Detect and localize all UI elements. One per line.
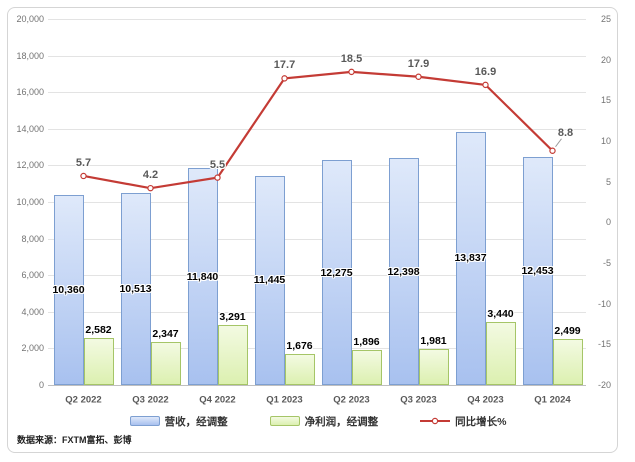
secondary-axis-tick-label: 0: [605, 217, 611, 228]
y-axis-tick-label: 6,000: [21, 270, 44, 281]
gridline: [48, 55, 586, 57]
bar-value-label: 1,981: [420, 334, 447, 347]
y-axis-tick-label: 4,000: [21, 306, 44, 317]
revenue-bar: [321, 160, 352, 385]
x-axis-label: Q4 2023: [467, 394, 504, 406]
y-axis-tick-label: 16,000: [16, 87, 44, 98]
y-axis-tick-label: 10,000: [16, 197, 44, 207]
x-axis-label: Q2 2022: [65, 394, 102, 406]
revenue-bar: [522, 157, 553, 385]
legend-label: 净利润，经调整: [304, 415, 379, 428]
net-profit-bar: [351, 350, 382, 385]
secondary-axis-tick-label: 5: [605, 176, 611, 187]
x-axis-label: Q3 2022: [132, 394, 169, 406]
net-profit-bar: [485, 322, 516, 385]
revenue-bar: [120, 192, 151, 385]
yoy-value-label: 17.9: [407, 57, 430, 70]
x-axis-label: Q1 2024: [534, 394, 571, 406]
secondary-axis-tick-label: 15: [600, 95, 611, 106]
yoy-value-label: 18.5: [340, 52, 363, 65]
revenue-bar: [53, 195, 84, 385]
chart-legend: 营收，经调整 净利润，经调整 同比增长%: [50, 412, 586, 430]
gridline: [48, 92, 586, 94]
gridline: [48, 202, 586, 203]
bar-value-label: 11,840: [186, 270, 219, 283]
y-axis-tick-label: 2,000: [21, 343, 44, 354]
bar-value-label: 10,513: [119, 282, 152, 295]
x-axis-label: Q3 2023: [400, 394, 437, 406]
legend-swatch-revenue: [129, 416, 160, 426]
bar-value-label: 12,275: [320, 266, 353, 279]
bar-value-label: 2,499: [554, 325, 581, 338]
bar-value-label: 1,676: [286, 340, 313, 353]
bar-value-label: 2,582: [85, 323, 112, 336]
bar-value-label: 1,896: [353, 336, 380, 349]
revenue-bar: [187, 168, 218, 385]
x-axis-label: Q2 2023: [333, 394, 370, 406]
x-axis-label: Q1 2023: [266, 394, 303, 406]
gridline: [48, 19, 586, 20]
bar-value-label: 13,837: [454, 252, 487, 265]
secondary-axis-tick-label: -20: [597, 380, 611, 390]
net-profit-bar: [284, 354, 315, 385]
net-profit-bar: [418, 348, 449, 385]
y-axis-tick-label: 8,000: [21, 233, 44, 244]
source-note: 数据来源：FXTM富拓、彭博: [17, 435, 132, 445]
y-axis-tick-label: 14,000: [16, 123, 44, 134]
bar-value-label: 2,347: [152, 328, 179, 341]
legend-item: 营收，经调整: [129, 414, 228, 429]
legend-swatch-net-profit: [269, 416, 300, 426]
gridline: [48, 348, 586, 350]
yoy-value-label: 4.2: [142, 169, 159, 182]
yoy-value-label: 5.7: [75, 156, 92, 169]
gridline: [48, 275, 586, 277]
bar-value-label: 10,360: [52, 284, 85, 297]
bar-value-label: 12,398: [387, 265, 420, 278]
secondary-axis-tick-label: -10: [597, 298, 611, 309]
gridline: [48, 128, 586, 130]
revenue-bar: [388, 158, 419, 385]
secondary-axis-tick-label: 20: [600, 54, 611, 65]
yoy-value-label: 17.7: [273, 59, 296, 72]
gridline: [48, 165, 586, 167]
secondary-axis-tick-label: 25: [600, 14, 611, 24]
y-axis-tick-label: 12,000: [16, 160, 44, 171]
y-axis-tick-label: 0: [38, 380, 44, 390]
y-axis-tick-label: 20,000: [16, 14, 44, 24]
revenue-bar: [254, 175, 285, 385]
secondary-axis-tick-label: -15: [597, 339, 611, 350]
gridline: [48, 311, 586, 313]
secondary-axis-tick-label: 10: [600, 136, 611, 146]
bar-value-label: 11,445: [253, 274, 286, 287]
net-profit-bar: [217, 324, 248, 385]
gridline: [48, 238, 586, 240]
legend-item: 净利润，经调整: [269, 414, 379, 429]
y-axis-tick-label: 18,000: [16, 50, 44, 61]
x-axis-label: Q4 2022: [199, 394, 236, 406]
legend-label: 营收，经调整: [164, 415, 228, 428]
bar-value-label: 12,453: [521, 265, 554, 278]
legend-item: 同比增长%: [420, 414, 506, 429]
secondary-axis-tick-label: -5: [602, 258, 611, 268]
net-profit-bar: [150, 342, 181, 385]
bar-value-label: 3,291: [219, 310, 246, 323]
x-axis-line: [48, 385, 586, 386]
net-profit-bar: [83, 337, 114, 385]
yoy-value-label: 16.9: [474, 65, 497, 78]
net-profit-bar: [552, 339, 583, 385]
legend-swatch-yoy-line: [420, 417, 451, 425]
yoy-value-label: 8.8: [557, 126, 574, 139]
yoy-value-label: 5.5: [209, 158, 226, 171]
legend-label: 同比增长%: [455, 415, 507, 428]
bar-value-label: 3,440: [487, 308, 514, 321]
